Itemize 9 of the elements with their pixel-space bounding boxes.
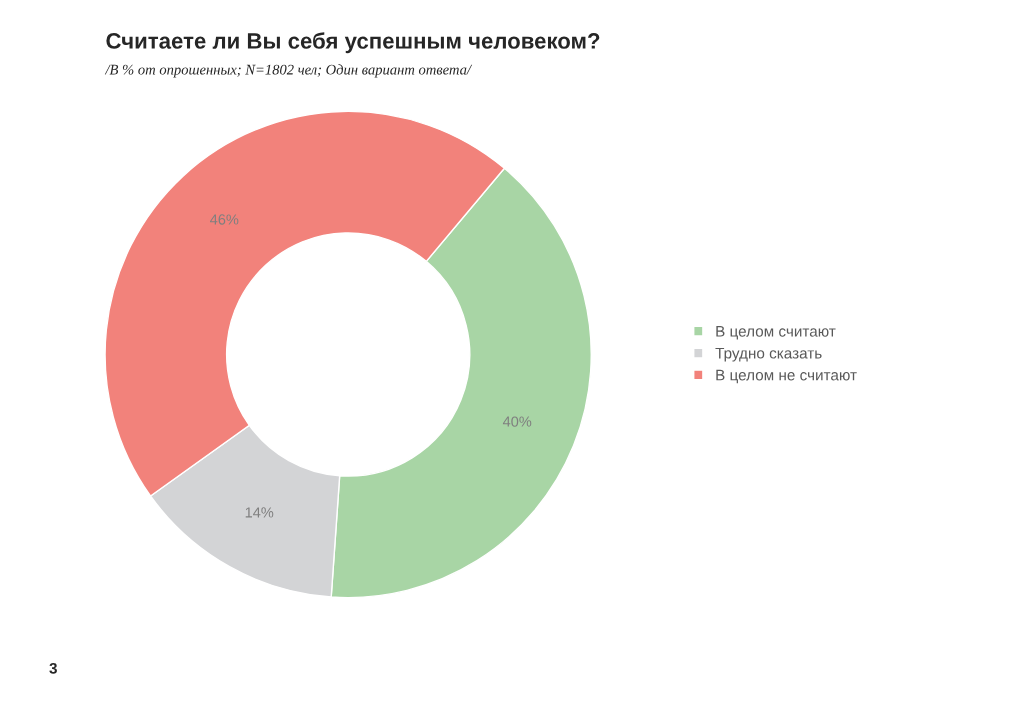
legend-label: В целом не считают bbox=[716, 369, 857, 384]
legend-label: Трудно сказать bbox=[715, 347, 822, 362]
chart-title: Считаете ли Вы себя успешным человеком? bbox=[106, 32, 600, 54]
data-label: 14% bbox=[245, 507, 274, 518]
chart-subtitle: /В % от опрошенных; N=1802 чел; Один вариант ответа/ bbox=[104, 64, 473, 78]
data-label: 46% bbox=[210, 214, 239, 225]
legend-label: В целом считают bbox=[716, 326, 836, 340]
text: 3 bbox=[49, 662, 57, 674]
data-label: 40% bbox=[502, 416, 532, 427]
